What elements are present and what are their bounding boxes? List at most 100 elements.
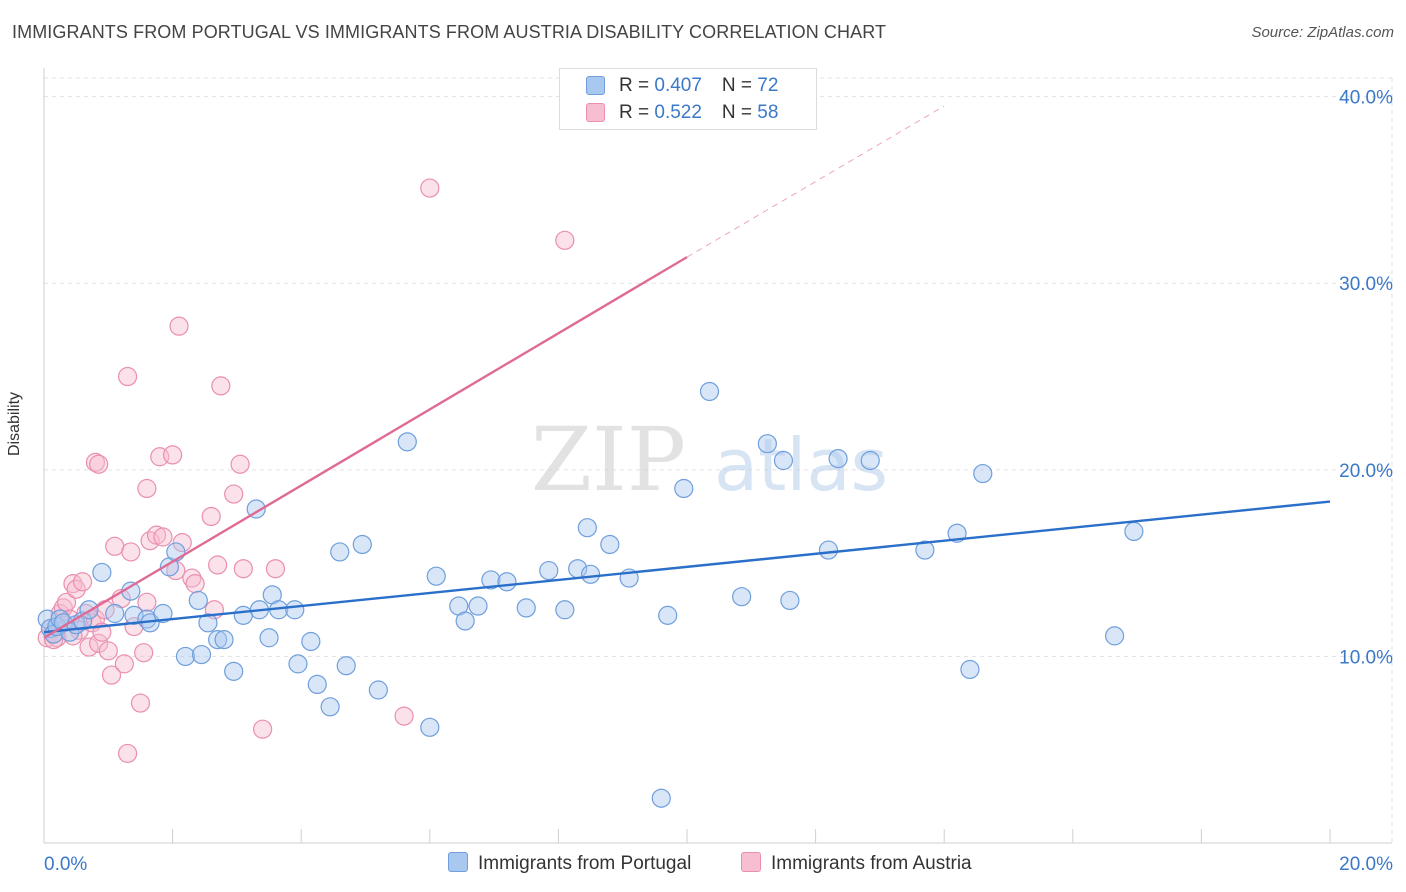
austria-point [66,579,86,599]
austria-point [114,654,134,674]
portugal-point [757,434,777,454]
portugal-point [674,478,694,499]
y-tick-label: 30.0% [1339,274,1393,295]
portugal-point [651,788,671,808]
portugal-point [307,674,327,695]
austria-point [117,366,138,387]
legend-n-label: N = [721,102,758,123]
portugal-point [92,562,112,583]
austria-point [134,643,154,663]
austria-point [253,719,273,739]
portugal-point [397,432,417,452]
portugal-point [105,603,125,624]
austria-swatch [586,103,605,123]
austria-point [172,532,192,553]
y-tick-label: 10.0% [1339,647,1393,668]
austria-point [63,626,83,646]
austria-point [89,454,109,474]
legend-row-portugal: R = 0.407 N = 72 [586,75,778,99]
austria-point [121,542,141,562]
portugal-point [259,628,279,648]
austria-point [201,506,221,527]
legend-r-label: R = [619,75,655,96]
portugal-point [973,463,993,484]
austria-point [89,633,109,653]
portugal-point [426,566,446,586]
portugal-point [699,381,720,402]
portugal-point [481,570,501,590]
portugal-point [1124,521,1144,542]
austria-point [185,574,205,594]
austria-point [265,559,286,579]
watermark-zip: ZIP [531,408,686,511]
austria-point [420,178,440,198]
austria-point [98,641,118,661]
austria-point [182,568,202,588]
austria-trend-extension [686,105,945,258]
austria-legend-swatch [741,852,761,872]
portugal-point [330,542,350,562]
austria-point [105,536,125,556]
austria-points [37,178,575,764]
austria-point [117,743,138,764]
austria-point [211,376,231,396]
portugal-point [732,587,752,607]
austria-point [85,452,106,472]
axes [43,68,1392,844]
portugal-trend-line [43,500,1331,634]
portugal-point [516,598,536,618]
portugal-point [773,450,794,471]
austria-point [153,527,173,547]
y-axis-label: Disability [6,391,23,456]
portugal-point [860,450,880,471]
portugal-point [352,534,372,555]
legend-r-value: 0.522 [654,102,702,123]
portugal-point [285,600,305,620]
portugal-point [600,534,620,555]
austria-point [208,555,228,575]
portugal-point [580,564,601,584]
austria-point [230,454,250,474]
legend-r-label: R = [619,102,655,123]
y-tick-label: 20.0% [1339,461,1393,482]
austria-point [79,637,99,657]
austria-point [53,598,73,618]
austria-point [146,525,167,545]
portugal-point [214,630,234,650]
x-tick-labels: 0.0% 20.0% [44,854,1393,875]
portugal-point [455,611,475,631]
bottom-legend-portugal: Immigrants from Portugal [448,852,691,875]
trend-lines [43,105,1331,639]
portugal-legend-label: Immigrants from Portugal [478,853,692,874]
austria-point [130,693,151,713]
portugal-point [960,659,980,680]
legend-n-label: N = [721,75,758,96]
bottom-legend-austria: Immigrants from Austria [741,852,972,875]
portugal-point [368,680,388,700]
austria-point [163,445,183,465]
austria-point [224,484,244,504]
legend-n-value: 58 [757,102,779,123]
portugal-point [224,661,244,681]
portugal-point [198,613,218,633]
x-tick-label: 0.0% [44,854,87,875]
portugal-point [818,540,839,560]
portugal-point [780,590,800,611]
portugal-point [208,630,228,650]
austria-point [72,572,93,592]
x-tick-label: 20.0% [1339,854,1393,875]
portugal-point [420,717,440,737]
legend-r-value: 0.407 [654,75,702,96]
austria-point [63,574,83,594]
portugal-point [828,449,848,469]
chart-source: Source: ZipAtlas.com [1251,24,1394,41]
legend-row-austria: R = 0.522 N = 58 [586,102,778,126]
austria-legend-label: Immigrants from Austria [771,853,972,874]
austria-point [137,478,157,499]
portugal-point [658,605,678,625]
portugal-point [336,656,356,676]
portugal-point [124,605,144,625]
austria-point [137,592,157,612]
portugal-point [497,572,517,592]
